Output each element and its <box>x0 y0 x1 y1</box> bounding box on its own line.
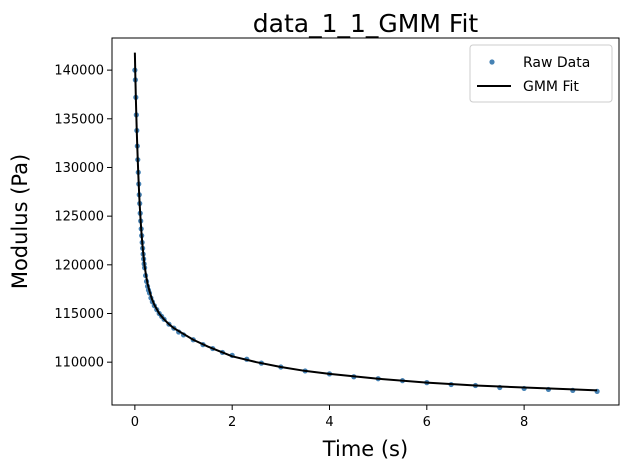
x-tick-label: 8 <box>520 415 528 430</box>
plot-frame <box>111 37 620 406</box>
x-axis: 0 2 4 6 8 <box>131 405 528 430</box>
legend: Raw Data GMM Fit <box>469 44 613 103</box>
chart-title: data_1_1_GMM Fit <box>253 9 479 38</box>
legend-raw-marker <box>489 59 495 65</box>
y-axis-label: Modulus (Pa) <box>8 154 32 289</box>
y-tick-label: 130000 <box>54 161 104 176</box>
x-axis-label: Time (s) <box>322 437 408 461</box>
x-tick-label: 6 <box>423 415 431 430</box>
x-tick-label: 4 <box>325 415 333 430</box>
y-tick-label: 125000 <box>54 210 104 225</box>
y-tick-label: 120000 <box>54 258 104 273</box>
gmm-fit-line <box>133 52 598 392</box>
legend-raw-label: Raw Data <box>523 55 590 71</box>
x-tick-label: 0 <box>131 415 139 430</box>
legend-fit-label: GMM Fit <box>523 79 579 95</box>
legend-box <box>469 44 613 103</box>
y-tick-label: 135000 <box>54 112 104 127</box>
y-axis: 110000 115000 120000 125000 130000 135000 1400… <box>54 64 112 371</box>
y-tick-label: 115000 <box>54 307 104 322</box>
gmm-fit-series <box>133 52 598 392</box>
y-tick-label: 110000 <box>54 356 104 371</box>
x-tick-label: 2 <box>228 415 236 430</box>
y-tick-label: 140000 <box>54 64 104 79</box>
